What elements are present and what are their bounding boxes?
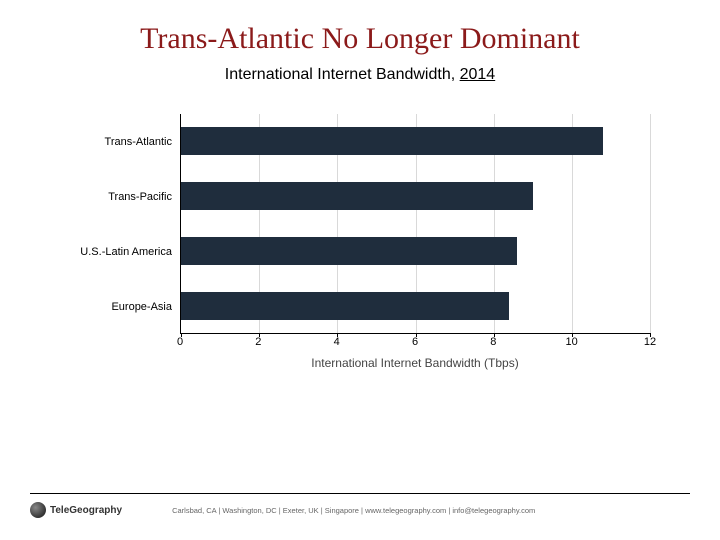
subtitle-prefix: International Internet Bandwidth,	[225, 66, 460, 83]
x-tick-label: 4	[334, 336, 340, 348]
footer-rule	[30, 493, 690, 494]
telegeography-logo: TeleGeography	[30, 502, 122, 518]
plot-area	[180, 114, 650, 334]
slide-footer: TeleGeography Carlsbad, CA | Washington,…	[30, 493, 690, 518]
subtitle-year: 2014	[460, 66, 496, 83]
bar	[181, 292, 509, 320]
x-axis-ticks: 024681012	[180, 334, 650, 352]
bar	[181, 237, 517, 265]
x-axis-label: International Internet Bandwidth (Tbps)	[180, 356, 650, 370]
slide-subtitle: International Internet Bandwidth, 2014	[30, 66, 690, 84]
x-tick-label: 10	[566, 336, 578, 348]
y-axis-labels: Trans-Atlantic Trans-Pacific U.S.-Latin Am…	[70, 114, 180, 334]
bars-container	[181, 114, 650, 333]
bar	[181, 182, 533, 210]
x-tick-label: 0	[177, 336, 183, 348]
x-tick-label: 12	[644, 336, 656, 348]
bar	[181, 127, 603, 155]
x-tick-label: 2	[255, 336, 261, 348]
gridline	[650, 114, 651, 333]
y-axis-label: Trans-Atlantic	[70, 136, 172, 148]
footer-locations: Carlsbad, CA | Washington, DC | Exeter, …	[132, 506, 690, 515]
slide: Trans-Atlantic No Longer Dominant Intern…	[0, 0, 720, 540]
globe-icon	[30, 502, 46, 518]
y-axis-label: Trans-Pacific	[70, 191, 172, 203]
x-tick-label: 8	[490, 336, 496, 348]
y-axis-label: Europe-Asia	[70, 301, 172, 313]
slide-title: Trans-Atlantic No Longer Dominant	[30, 22, 690, 56]
y-axis-label: U.S.-Latin America	[70, 246, 172, 258]
bandwidth-chart: Trans-Atlantic Trans-Pacific U.S.-Latin Am…	[70, 114, 650, 370]
x-tick-label: 6	[412, 336, 418, 348]
logo-text: TeleGeography	[50, 505, 122, 516]
